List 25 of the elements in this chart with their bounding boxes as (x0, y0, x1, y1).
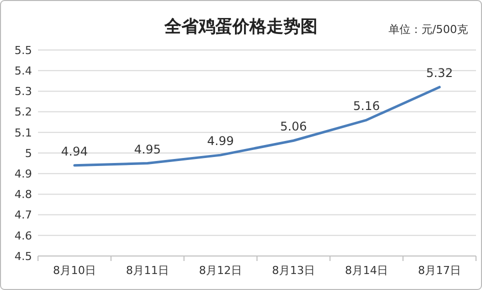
y-tick-label: 4.5 (14, 250, 32, 263)
chart-title: 全省鸡蛋价格走势图 (164, 17, 318, 37)
y-tick-label: 5.5 (14, 44, 32, 57)
y-tick-label: 4.6 (14, 229, 32, 242)
y-tick-label: 4.8 (14, 188, 32, 202)
data-label: 4.99 (207, 134, 234, 148)
x-tick-label: 8月12日 (199, 264, 242, 277)
x-tick-label: 8月17日 (418, 264, 461, 277)
y-tick-label: 5.3 (14, 85, 32, 98)
y-tick-label: 4.9 (14, 167, 32, 180)
y-tick-label: 5.4 (14, 64, 32, 78)
data-label: 5.06 (280, 120, 307, 134)
x-tick-label: 8月13日 (272, 264, 315, 277)
y-tick-label: 4.7 (14, 208, 32, 222)
x-tick-label: 8月14日 (345, 264, 388, 277)
y-tick-label: 5 (25, 146, 32, 160)
text: 单位：元/500克 (388, 23, 468, 36)
data-label: 5.32 (426, 66, 453, 80)
data-label: 5.16 (353, 99, 380, 114)
y-tick-label: 5.2 (14, 106, 32, 119)
data-label: 4.94 (61, 144, 88, 158)
x-tick-label: 8月11日 (126, 264, 169, 277)
y-tick-label: 5.1 (14, 126, 32, 140)
x-tick-label: 8月10日 (53, 264, 96, 277)
data-label: 4.95 (134, 142, 161, 156)
